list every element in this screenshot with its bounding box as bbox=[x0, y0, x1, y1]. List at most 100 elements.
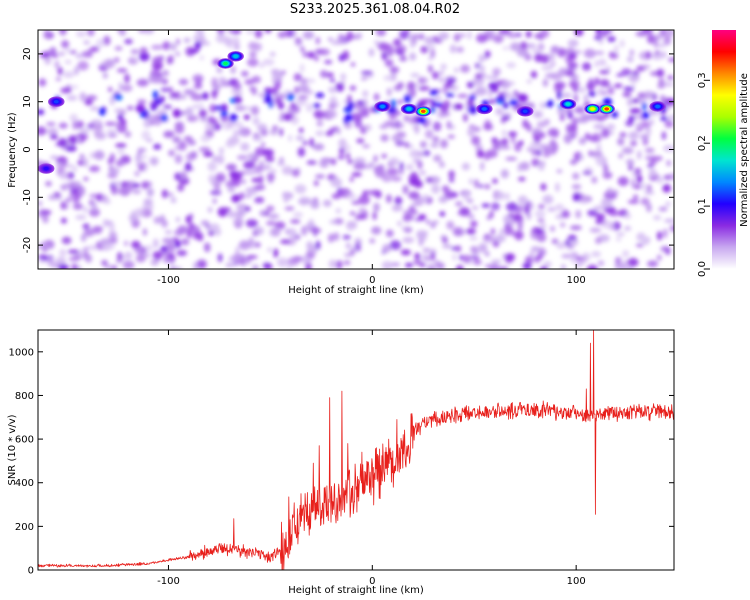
heatmap-cell bbox=[273, 248, 279, 258]
heatmap-cell bbox=[440, 139, 448, 149]
heatmap-cell bbox=[65, 164, 75, 169]
heatmap-cell bbox=[596, 88, 605, 96]
heatmap-cell bbox=[418, 238, 424, 247]
heatmap-cell bbox=[167, 241, 175, 247]
heatmap-cell bbox=[636, 174, 643, 184]
heatmap-cell bbox=[308, 243, 317, 253]
heatmap-cell bbox=[495, 36, 503, 44]
heatmap-cell bbox=[458, 254, 464, 261]
heatmap-cell bbox=[410, 88, 416, 97]
heatmap-cell bbox=[570, 39, 575, 46]
heatmap-cell bbox=[290, 115, 299, 125]
heatmap-cell bbox=[397, 169, 405, 175]
heatmap-cell bbox=[79, 153, 85, 160]
heatmap-cell bbox=[298, 83, 310, 94]
heatmap-cell bbox=[294, 184, 307, 194]
heatmap-cell bbox=[134, 170, 140, 177]
heatmap-cell bbox=[68, 135, 78, 144]
heatmap-cell bbox=[381, 153, 388, 159]
heatmap-cell bbox=[475, 86, 488, 96]
heatmap-cell bbox=[619, 132, 627, 138]
heatmap-cell bbox=[509, 42, 522, 52]
heatmap-cell bbox=[624, 226, 632, 231]
heatmap-cell bbox=[287, 228, 297, 237]
heatmap-cell bbox=[167, 86, 174, 93]
heatmap-cell bbox=[430, 251, 436, 261]
heatmap-peak bbox=[227, 51, 244, 62]
heatmap-cell bbox=[570, 123, 578, 133]
heatmap-cell bbox=[602, 171, 613, 179]
heatmap-cell bbox=[609, 131, 615, 135]
heatmap-cell bbox=[153, 143, 162, 150]
heatmap-cell bbox=[264, 30, 272, 33]
heatmap-cell bbox=[559, 113, 565, 122]
heatmap-cell bbox=[467, 31, 472, 40]
heatmap-cell bbox=[446, 220, 455, 230]
heatmap-cell bbox=[418, 33, 425, 40]
heatmap-cell bbox=[102, 72, 108, 79]
heatmap-cell bbox=[114, 46, 123, 51]
heatmap-cell bbox=[130, 49, 140, 55]
heatmap-cell bbox=[295, 135, 305, 141]
heatmap-cell bbox=[153, 98, 163, 105]
heatmap-cell bbox=[414, 124, 420, 135]
heatmap-cell bbox=[300, 225, 308, 236]
heatmap-cell bbox=[603, 206, 616, 213]
heatmap-cell bbox=[313, 180, 319, 187]
heatmap-cell bbox=[293, 73, 302, 82]
heatmap-cell bbox=[108, 86, 113, 93]
heatmap-cell bbox=[353, 165, 362, 170]
heatmap-cell bbox=[61, 161, 68, 168]
heatmap-cell bbox=[560, 264, 566, 269]
heatmap-cell bbox=[245, 30, 255, 34]
heatmap-cell bbox=[496, 80, 504, 86]
heatmap-cell bbox=[660, 246, 669, 252]
heatmap-cell bbox=[245, 219, 258, 228]
heatmap-cell bbox=[108, 167, 120, 175]
heatmap-cell bbox=[640, 197, 650, 206]
heatmap-cell bbox=[457, 211, 469, 216]
heatmap-cell bbox=[244, 79, 255, 85]
heatmap-cell bbox=[217, 154, 225, 165]
heatmap-cell bbox=[225, 140, 236, 148]
heatmap-cell bbox=[505, 230, 510, 236]
heatmap-cell bbox=[330, 177, 343, 188]
heatmap-cell bbox=[479, 65, 485, 72]
heatmap-cell bbox=[601, 128, 610, 138]
heatmap-cell bbox=[178, 78, 189, 86]
heatmap-cell bbox=[456, 264, 464, 269]
heatmap-cell bbox=[254, 30, 263, 39]
heatmap-plot-area bbox=[38, 30, 674, 269]
x-tick-label: 100 bbox=[567, 275, 586, 286]
y-tick-label: 800 bbox=[15, 391, 34, 402]
heatmap-cell bbox=[260, 209, 267, 216]
heatmap-cell bbox=[358, 195, 370, 205]
heatmap-cell bbox=[631, 98, 640, 103]
heatmap-cell bbox=[531, 128, 542, 133]
heatmap-cell bbox=[115, 143, 127, 148]
heatmap-cell bbox=[594, 35, 602, 41]
heatmap-cell bbox=[592, 154, 605, 160]
heatmap-cell bbox=[235, 214, 244, 219]
heatmap-cell bbox=[302, 140, 309, 146]
heatmap-cell bbox=[661, 131, 667, 141]
heatmap-cell bbox=[448, 177, 455, 183]
heatmap-cell bbox=[183, 37, 191, 43]
heatmap-cell bbox=[455, 201, 463, 207]
heatmap-cell bbox=[234, 104, 246, 112]
heatmap-cell bbox=[453, 103, 464, 110]
heatmap-cell bbox=[556, 242, 567, 250]
heatmap-cell bbox=[299, 63, 305, 73]
heatmap-cell bbox=[109, 95, 116, 106]
heatmap-cell bbox=[141, 130, 151, 141]
heatmap-cell bbox=[556, 169, 563, 174]
heatmap-cell bbox=[385, 229, 394, 238]
colorbar-tick-label: 0.0 bbox=[697, 261, 708, 277]
heatmap-cell bbox=[443, 190, 455, 200]
heatmap-cell bbox=[225, 180, 236, 188]
heatmap-cell bbox=[71, 263, 78, 269]
heatmap-cell bbox=[249, 51, 257, 58]
heatmap-cell bbox=[666, 160, 671, 167]
heatmap-cell bbox=[351, 62, 355, 67]
heatmap-cell bbox=[446, 120, 452, 130]
